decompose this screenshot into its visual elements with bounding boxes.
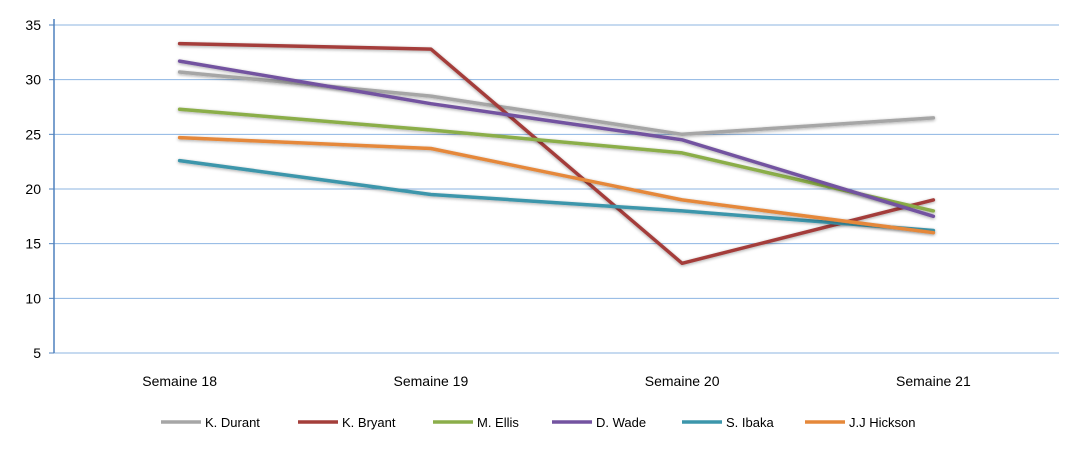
- series-line-j-j-hickson: [177, 135, 936, 235]
- x-axis-tick-labels: Semaine 18 Semaine 19 Semaine 20 Semaine 21: [142, 373, 971, 389]
- axes: [49, 19, 55, 354]
- legend-label: D. Wade: [596, 415, 646, 430]
- series-line-d-wade: [177, 59, 936, 219]
- series-line-k-bryant: [177, 41, 936, 266]
- legend: K. Durant K. Bryant M. Ellis D. Wade S. Ibak…: [161, 415, 915, 430]
- legend-item-k-bryant: K. Bryant: [298, 415, 396, 430]
- y-tick-label: 20: [25, 181, 41, 197]
- legend-item-d-wade: D. Wade: [552, 415, 646, 430]
- series-lines: [177, 41, 936, 266]
- legend-label: S. Ibaka: [726, 415, 774, 430]
- y-tick-label: 5: [33, 345, 41, 361]
- y-tick-label: 25: [25, 126, 41, 142]
- y-tick-label: 35: [25, 17, 41, 33]
- x-tick-label: Semaine 18: [142, 373, 217, 389]
- legend-label: M. Ellis: [477, 415, 519, 430]
- legend-label: K. Bryant: [342, 415, 396, 430]
- y-axis-tick-labels: 5 10 15 20 25 30 35: [25, 17, 41, 361]
- legend-item-m-ellis: M. Ellis: [433, 415, 519, 430]
- y-tick-label: 15: [25, 236, 41, 252]
- series-line-s-ibaka: [177, 158, 936, 233]
- legend-label: K. Durant: [205, 415, 260, 430]
- gridlines: [54, 24, 1059, 354]
- legend-item-k-durant: K. Durant: [161, 415, 260, 430]
- x-tick-label: Semaine 20: [645, 373, 720, 389]
- series-line-m-ellis: [177, 107, 936, 213]
- y-tick-label: 10: [25, 290, 41, 306]
- legend-label: J.J Hickson: [849, 415, 915, 430]
- x-tick-label: Semaine 19: [394, 373, 469, 389]
- legend-item-s-ibaka: S. Ibaka: [682, 415, 774, 430]
- legend-item-j-j-hickson: J.J Hickson: [805, 415, 915, 430]
- x-tick-label: Semaine 21: [896, 373, 971, 389]
- y-tick-label: 30: [25, 72, 41, 88]
